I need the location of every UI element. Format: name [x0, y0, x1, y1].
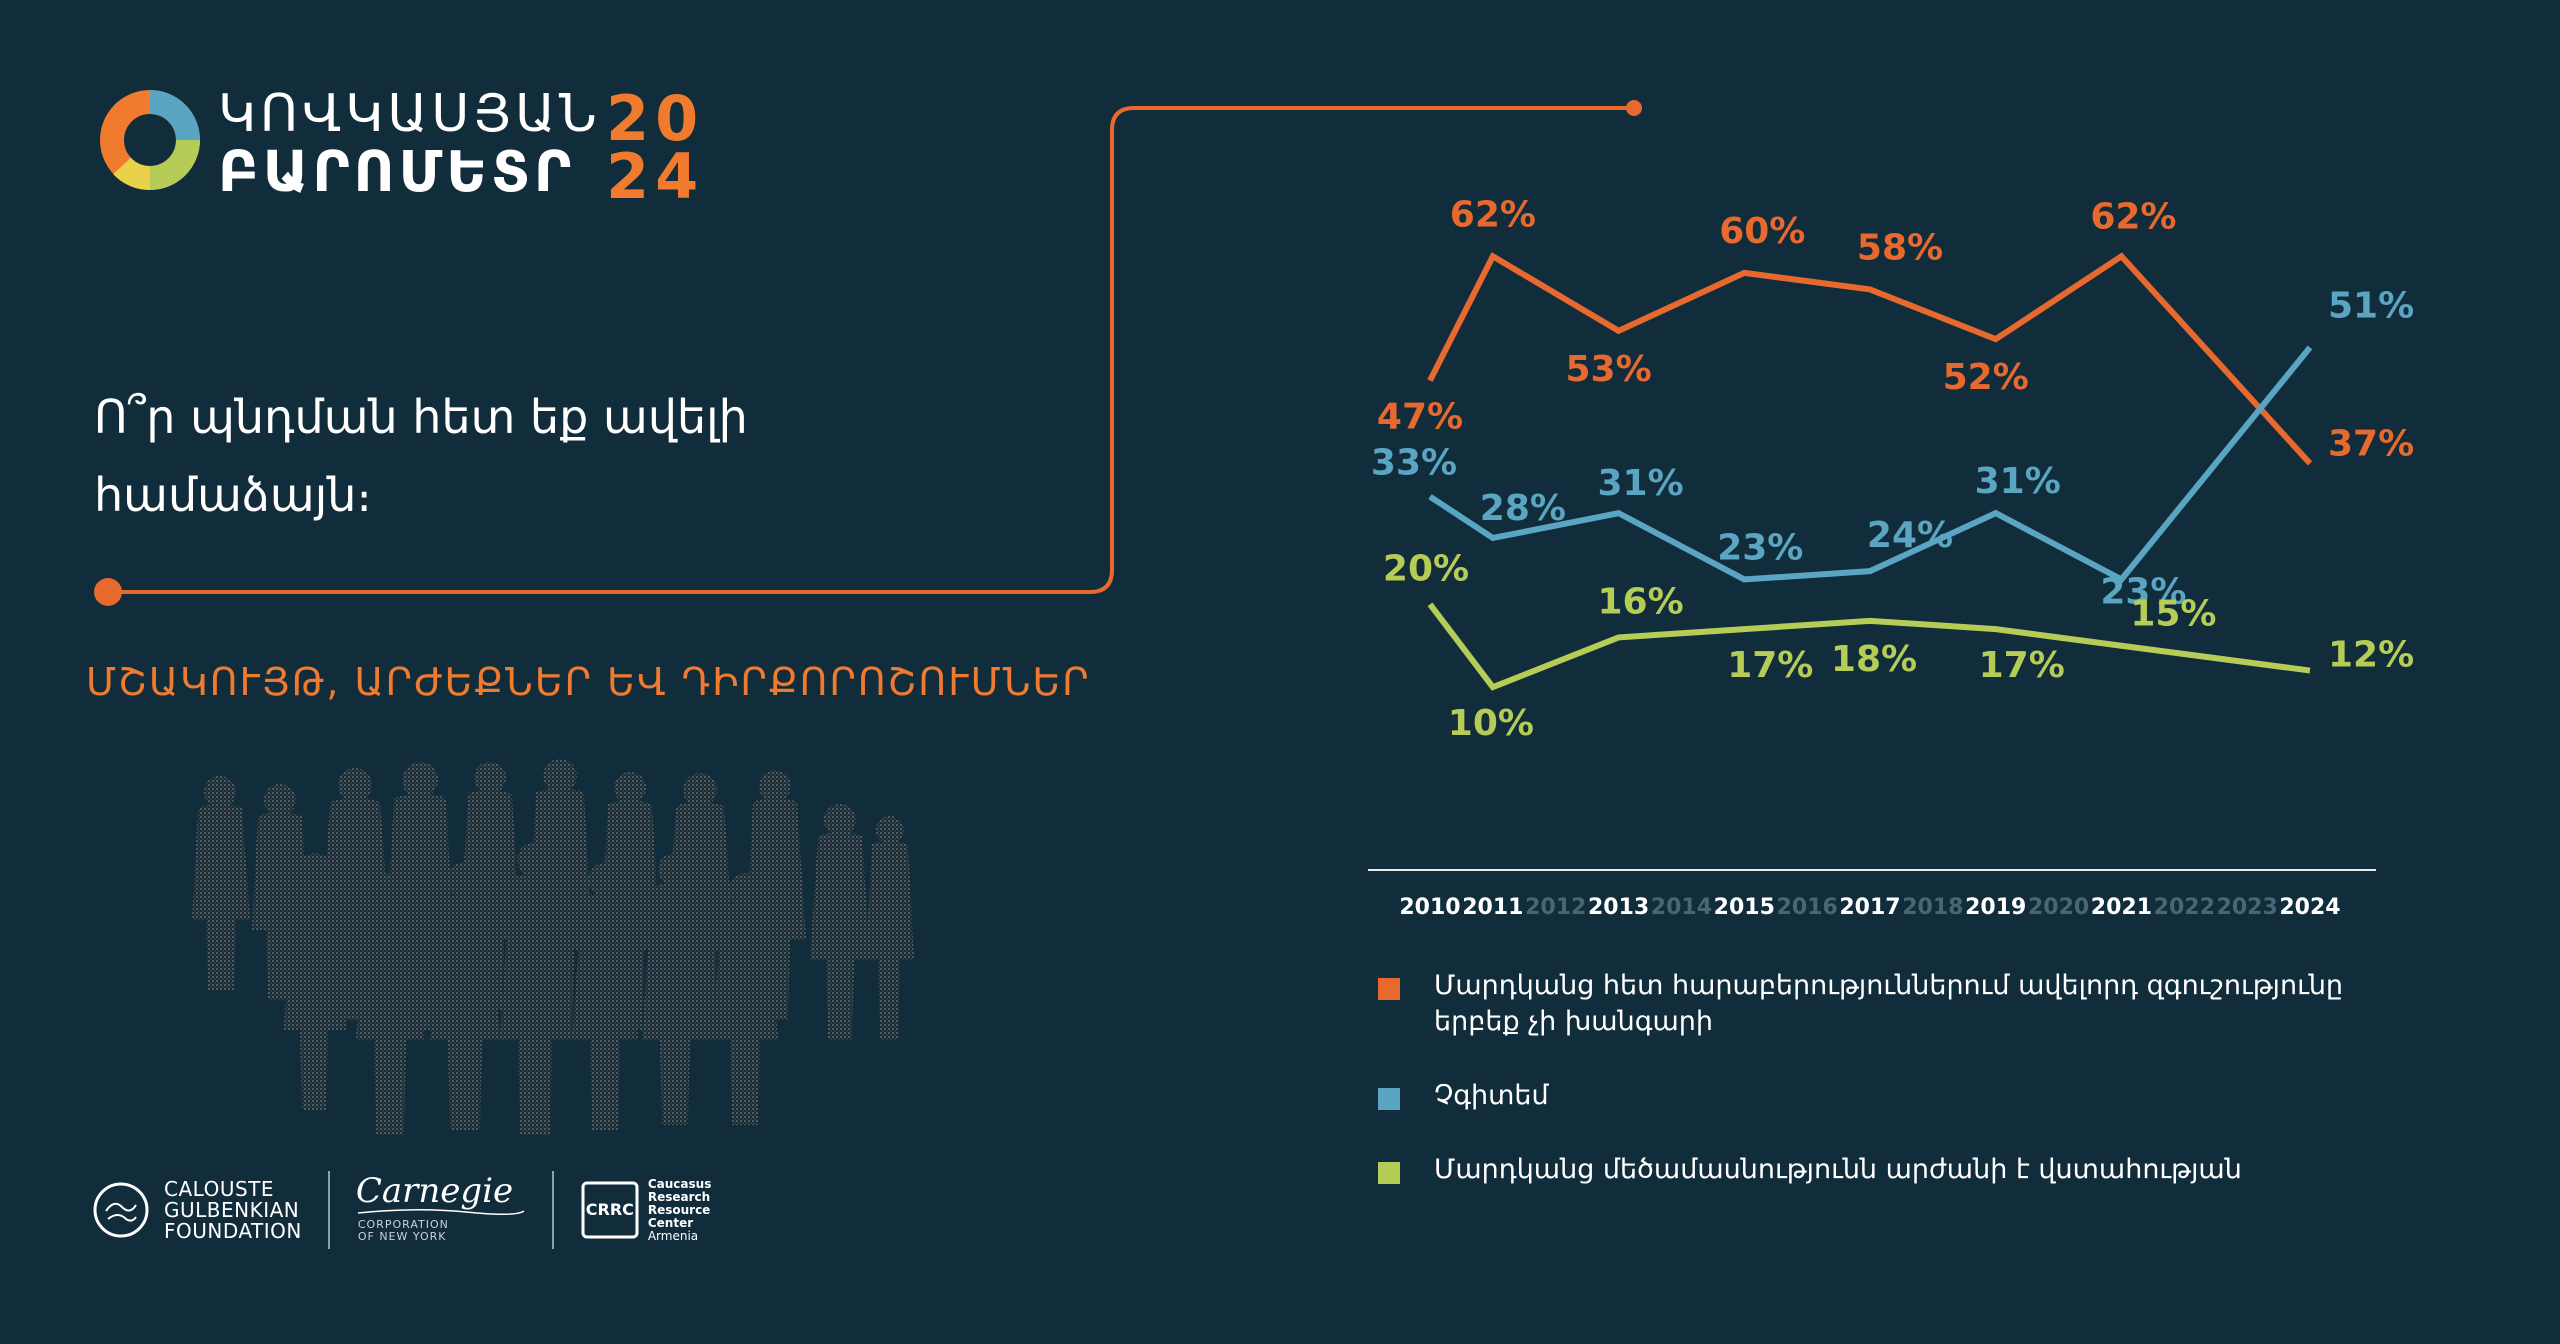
data-label-trust-2017: 18% — [1831, 639, 1917, 680]
data-label-trust-2011: 10% — [1448, 703, 1534, 744]
x-tick-2011: 2011 — [1462, 895, 1523, 920]
x-tick-2010: 2010 — [1399, 895, 1460, 920]
logo-year-top: 20 — [606, 82, 705, 155]
series-line-trust — [1427, 602, 2311, 691]
carnegie-sub1: CORPORATION — [357, 1218, 449, 1231]
data-label-dont-know-2013: 31% — [1597, 463, 1683, 504]
data-label-dont-know-2011: 28% — [1480, 488, 1566, 529]
legend-swatch-green — [1378, 1162, 1400, 1184]
data-label-caution-2010: 47% — [1377, 397, 1463, 438]
data-label-dont-know-2017: 24% — [1867, 515, 1953, 556]
x-tick-2020: 2020 — [2028, 895, 2089, 920]
gulbenkian-line2: GULBENKIAN — [164, 1197, 300, 1222]
logo-year-bottom: 24 — [606, 140, 705, 213]
data-label-caution-2017: 58% — [1857, 227, 1943, 268]
sponsor-logos: CALOUSTE GULBENKIAN FOUNDATION Carnegie … — [92, 1170, 711, 1250]
crrc-line1: Caucasus — [647, 1176, 712, 1191]
sponsor-divider — [551, 1171, 554, 1249]
data-label-trust-2013: 16% — [1597, 581, 1683, 622]
series-line-dont-know — [1428, 345, 2313, 584]
data-label-trust-2015: 17% — [1727, 645, 1813, 686]
crrc-country: Armenia — [647, 1228, 699, 1243]
legend-swatch-blue — [1378, 1088, 1400, 1110]
carnegie-underline-icon — [357, 1208, 525, 1215]
legend-label-dont-know: Չգիտեմ — [1434, 1080, 1549, 1111]
data-label-trust-2019: 17% — [1979, 645, 2065, 686]
data-label-caution-2024: 37% — [2328, 423, 2414, 464]
data-label-caution-2011: 62% — [1450, 194, 1536, 235]
question-text: Ո՞ր պնդման հետ եք ավելի համաձայն։ — [94, 390, 748, 522]
data-label-dont-know-2010: 33% — [1371, 443, 1457, 484]
carnegie-sub2: OF NEW YORK — [357, 1230, 447, 1243]
data-label-caution-2019: 52% — [1943, 357, 2029, 398]
x-tick-2021: 2021 — [2091, 895, 2152, 920]
x-tick-2019: 2019 — [1965, 895, 2026, 920]
x-tick-2018: 2018 — [1902, 895, 1963, 920]
gulbenkian-logo: CALOUSTE GULBENKIAN FOUNDATION — [92, 1176, 302, 1243]
section-title: ՄՇԱԿՈՒՅԹ, ԱՐԺԵՔՆԵՐ ԵՎ ԴԻՐՔՈՐՈՇՈՒՄՆԵՐ — [86, 660, 1091, 704]
legend-label-caution: Մարդկանց հետ հարաբերություններում ավելոր… — [1434, 970, 2344, 1037]
crrc-mark: CRRC — [585, 1200, 634, 1219]
crrc-line2: Research — [647, 1189, 711, 1204]
data-label-trust-2010: 20% — [1383, 548, 1469, 589]
legend-label-trust: Մարդկանց մեծամասնությունն արժանի է վստահ… — [1434, 1154, 2242, 1185]
data-label-dont-know-2024: 51% — [2328, 285, 2414, 326]
series-line-caution — [1427, 252, 2313, 466]
logo-title-line2: ԲԱՐՈՄԵՏՐ — [218, 140, 576, 205]
data-label-caution-2013: 53% — [1565, 349, 1651, 390]
data-label-caution-2021: 62% — [2090, 196, 2176, 237]
chart-legend: Մարդկանց հետ հարաբերություններում ավելոր… — [1378, 968, 2378, 1188]
legend-swatch-orange — [1378, 978, 1400, 1000]
data-label-trust-2024: 12% — [2328, 635, 2414, 676]
carnegie-logo: Carnegie CORPORATION OF NEW YORK — [356, 1171, 526, 1249]
gulbenkian-line3: FOUNDATION — [164, 1218, 302, 1243]
x-tick-2023: 2023 — [2217, 895, 2278, 920]
x-tick-2015: 2015 — [1714, 895, 1775, 920]
carnegie-script: Carnegie — [355, 1171, 514, 1211]
x-tick-2024: 2024 — [2279, 895, 2340, 920]
crrc-emblem-icon: CRRC — [580, 1180, 640, 1240]
x-tick-2012: 2012 — [1525, 895, 1586, 920]
crrc-logo: CRRC Caucasus Research Resource Center A… — [580, 1176, 712, 1243]
gulbenkian-line1: CALOUSTE — [164, 1176, 275, 1201]
barometer-logo-icon — [100, 90, 200, 190]
data-label-dont-know-2021: 23% — [2100, 571, 2186, 612]
x-tick-2017: 2017 — [1839, 895, 1900, 920]
legend-item-dont-know: Չգիտեմ — [1378, 1078, 2378, 1114]
legend-item-caution: Մարդկանց հետ հարաբերություններում ավելոր… — [1378, 968, 2378, 1040]
crrc-line3: Resource — [647, 1202, 711, 1217]
crrc-line4: Center — [647, 1215, 694, 1230]
legend-item-trust: Մարդկանց մեծամասնությունն արժանի է վստահ… — [1378, 1152, 2378, 1188]
logo-title-line1: ԿՈՎԿԱՍՅԱՆ — [218, 84, 601, 144]
x-tick-2022: 2022 — [2154, 895, 2215, 920]
crowd-illustration — [192, 759, 914, 1135]
x-tick-2016: 2016 — [1777, 895, 1838, 920]
gulbenkian-emblem-icon — [93, 1182, 149, 1238]
x-tick-2013: 2013 — [1588, 895, 1649, 920]
data-label-caution-2015: 60% — [1719, 211, 1805, 252]
data-label-dont-know-2015: 23% — [1717, 527, 1803, 568]
data-label-dont-know-2019: 31% — [1975, 461, 2061, 502]
sponsor-divider — [327, 1171, 330, 1249]
x-tick-2014: 2014 — [1651, 895, 1712, 920]
data-label-trust-2021: 15% — [2130, 594, 2216, 635]
